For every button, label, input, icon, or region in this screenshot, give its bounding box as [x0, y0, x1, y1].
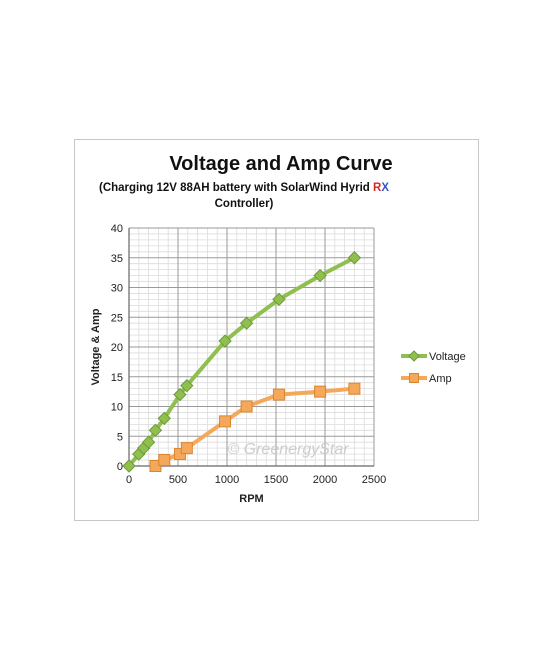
voltage-data-point [239, 316, 254, 330]
voltage-data-point [148, 423, 163, 438]
subtitle-end: Controller) [214, 198, 274, 210]
amp-data-point [272, 388, 285, 401]
x-tick-label: 500 [169, 474, 187, 486]
legend-marker-amp [409, 373, 419, 383]
subtitle-main: (Charging 12V 88AH battery with SolarWin… [98, 182, 374, 194]
voltage-data-point [122, 459, 136, 473]
legend-label-voltage: Voltage [429, 351, 466, 363]
voltage-data-point [347, 251, 362, 265]
voltage-data-point [218, 334, 232, 348]
y-tick-label: 5 [117, 431, 123, 443]
voltage-data-point [173, 387, 187, 402]
subtitle-r: R [373, 182, 382, 194]
legend-label-amp: Amp [429, 373, 452, 385]
y-tick-label: 15 [111, 372, 123, 384]
y-tick-label: 20 [111, 342, 123, 354]
chart-title: Voltage and Amp Curve [169, 153, 393, 175]
x-tick-label: 1000 [215, 474, 239, 486]
amp-data-point [219, 415, 232, 428]
x-tick-label: 2000 [313, 474, 337, 486]
x-tick-label: 1500 [264, 474, 288, 486]
y-tick-label: 0 [117, 461, 123, 473]
y-tick-label: 10 [111, 402, 123, 414]
subtitle-x: X [381, 182, 389, 194]
x-axis-label: RPM [239, 493, 263, 505]
voltage-data-point [141, 435, 156, 449]
y-tick-label: 35 [111, 253, 123, 265]
amp-data-point [314, 385, 327, 398]
amp-data-point [348, 382, 361, 395]
watermark-text: © GreenergyStar [227, 441, 349, 458]
series-line-voltage [127, 255, 356, 468]
amp-data-point [180, 442, 193, 455]
y-tick-label: 40 [111, 223, 123, 235]
voltage-data-point [313, 268, 327, 283]
x-tick-label: 2500 [362, 474, 386, 486]
legend-marker-voltage [408, 350, 420, 362]
amp-data-point [158, 454, 171, 467]
chart-subtitle: (Charging 12V 88AH battery with SolarWin… [84, 180, 404, 212]
y-axis-label: Voltage & Amp [90, 308, 102, 385]
y-tick-label: 25 [111, 312, 123, 324]
voltage-data-point [157, 411, 171, 426]
x-tick-label: 0 [126, 474, 132, 486]
amp-data-point [240, 400, 253, 413]
voltage-data-point [272, 292, 286, 307]
voltage-data-point [180, 378, 194, 393]
y-tick-label: 30 [111, 283, 123, 295]
